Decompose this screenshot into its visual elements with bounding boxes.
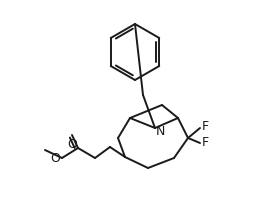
Text: F: F — [202, 121, 209, 133]
Text: O: O — [50, 151, 60, 165]
Text: N: N — [156, 125, 165, 138]
Text: F: F — [202, 135, 209, 149]
Text: O: O — [67, 138, 77, 151]
